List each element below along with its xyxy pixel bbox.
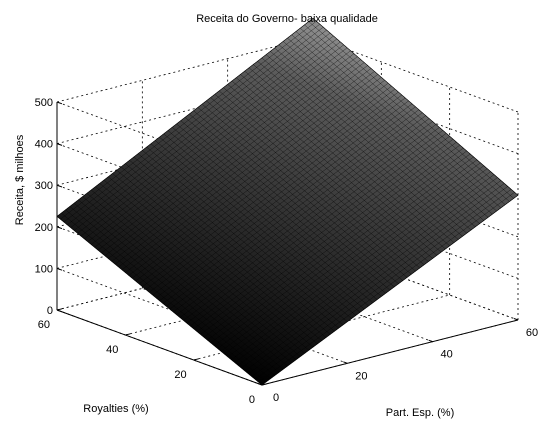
mesh-line-x: [312, 18, 519, 196]
z-axis-label: Receita, $ milhoes: [14, 134, 26, 225]
surface-patch: [56, 17, 519, 386]
x-axis-line: [261, 319, 519, 386]
mesh-line-y: [87, 44, 344, 242]
y-tick-mark: [193, 358, 199, 361]
y-tick-mark: [56, 308, 63, 311]
x-tick-mark: [257, 383, 263, 386]
x-tick-label: 0: [273, 392, 279, 404]
x-axis-label: Part. Esp. (%): [386, 407, 454, 419]
axis-ticks: 0 100 200 300 400 500 0 20 40 60 0 20 40 60: [35, 97, 538, 406]
x-tick-mark: [513, 318, 519, 321]
mesh-line-y: [73, 32, 331, 231]
mesh-line-x: [282, 41, 489, 218]
mesh-line-x: [300, 28, 506, 205]
z-tick-mark: [56, 226, 63, 230]
mesh-line-x: [304, 24, 510, 202]
y-tick-mark: [261, 383, 268, 386]
mesh-line-x: [287, 37, 493, 215]
z-tick-mark: [56, 101, 63, 105]
mesh-line-y: [77, 35, 334, 234]
mesh-line-x: [291, 34, 497, 212]
x-tick-label: 60: [526, 327, 538, 339]
y-tick-label: 60: [38, 319, 50, 331]
y-axis-label: Royalties (%): [83, 403, 148, 415]
y-tick-mark: [125, 333, 131, 336]
mesh-line-y: [80, 38, 338, 237]
z-tick-mark: [56, 267, 63, 271]
x-tick-mark: [428, 339, 433, 343]
gridline-floor-y: [193, 294, 450, 361]
mesh-line-y: [67, 26, 324, 226]
z-tick-label: 500: [35, 97, 53, 109]
y-tick-label: 20: [174, 369, 186, 381]
y-tick-label: 0: [249, 394, 255, 406]
x-tick-label: 20: [355, 370, 367, 382]
chart-title: Receita do Governo- baixa qualidade: [196, 13, 378, 25]
z-tick-mark: [56, 184, 63, 188]
mesh-line-x: [278, 44, 485, 221]
mesh-line-y: [91, 47, 348, 245]
z-tick-label: 0: [47, 305, 53, 317]
mesh-line-x: [295, 31, 502, 209]
mesh-line-y: [60, 21, 317, 220]
y-axis-line: [56, 309, 263, 386]
z-tick-label: 200: [35, 222, 53, 234]
z-tick-label: 300: [35, 180, 53, 192]
mesh-line-y: [63, 23, 320, 223]
axes-front-box: [56, 102, 519, 386]
z-tick-label: 400: [35, 139, 53, 151]
mesh-line-x: [274, 47, 480, 224]
x-tick-mark: [343, 361, 348, 364]
mesh-line-y: [56, 18, 314, 217]
surface-mesh: [56, 17, 519, 386]
y-tick-label: 40: [106, 344, 118, 356]
mesh-line-x: [308, 21, 514, 199]
z-tick-label: 100: [35, 263, 53, 275]
mesh-line-y: [84, 41, 341, 240]
gridline-back-z: [56, 36, 314, 103]
mesh-line-y: [70, 29, 327, 228]
z-tick-mark: [56, 143, 63, 146]
x-tick-label: 40: [441, 349, 453, 361]
